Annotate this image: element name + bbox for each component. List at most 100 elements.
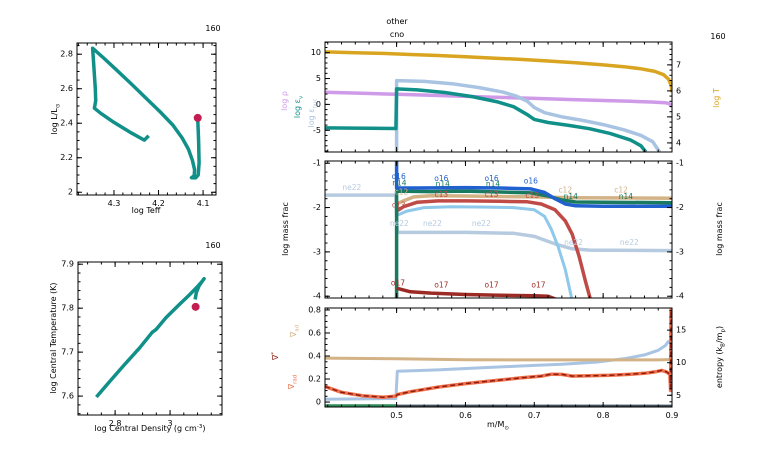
tick-label: 4.1 — [197, 199, 210, 208]
tick-label: 4.2 — [152, 199, 165, 208]
series-grad-ad — [325, 356, 672, 362]
iso-label-o16: o16 — [392, 172, 406, 181]
iso-label-ne22: ne22 — [342, 183, 361, 192]
series-grad-rad — [325, 308, 672, 399]
series-hr-track — [90, 46, 201, 180]
iso-label-n14: n14 — [436, 180, 451, 189]
tick-label: 2.4 — [60, 119, 73, 128]
hr-model-number: 160 — [205, 24, 220, 33]
iso-label-o17: o17 — [391, 279, 405, 288]
log-T-axis-label: log T — [712, 88, 721, 108]
tick-label: 2.6 — [60, 84, 73, 93]
iso-label-o17: o17 — [531, 280, 545, 289]
tick-label: 0 — [316, 398, 321, 407]
tick-label: 10 — [676, 358, 686, 367]
tick-label: -1 — [313, 159, 321, 168]
grad-actual-axis-label: ∇* — [271, 352, 280, 361]
series-o18 — [396, 205, 574, 298]
log-eps-nuc-axis-label: log εnuc — [307, 98, 319, 127]
iso-label-ne22: ne22 — [620, 238, 639, 247]
tick-label: 7.9 — [61, 260, 74, 269]
tick-label: -3 — [313, 247, 321, 256]
current-model-dot — [191, 302, 200, 311]
grad-ad-axis-label: ∇ad — [289, 325, 301, 338]
central-trho-chart: 2.8 3 7.6 7.7 7.8 7.9 log Central Density (g c… — [49, 241, 223, 433]
central-trho-frame — [77, 261, 223, 416]
series-log-eps-nu — [325, 87, 648, 152]
central-trho-ticks — [78, 262, 222, 415]
tick-label: 0.6 — [459, 411, 472, 420]
iso-label-ne22: ne22 — [472, 219, 491, 228]
profile-power-ticks — [325, 41, 673, 152]
hr-ylabel: log L/L⊙ — [50, 104, 62, 135]
hr-diagram-ticks — [77, 43, 216, 195]
log-eps-nu-axis-label: log εν — [293, 96, 305, 118]
abund-ylabel-right: log mass frac — [715, 202, 724, 256]
hr-xlabel: log Teff — [132, 206, 161, 215]
mass-xlabel: m/M⊙ — [487, 420, 509, 432]
iso-label-c12: c12 — [558, 185, 572, 194]
grad-rad-axis-label: ∇rad — [287, 375, 299, 390]
iso-label-o16: o16 — [485, 174, 499, 183]
log-rho-axis-label: log ρ — [280, 91, 289, 111]
tick-label: -3 — [676, 247, 684, 256]
series-log-eps-nuc — [394, 78, 662, 152]
iso-label-n14: n14 — [564, 192, 579, 201]
trho-model-number: 160 — [205, 241, 220, 250]
tick-label: 5 — [676, 112, 681, 121]
iso-label-c13: c13 — [435, 190, 449, 199]
tick-label: 4 — [676, 138, 681, 147]
iso-label-c12: c12 — [614, 185, 628, 194]
entropy-axis-label: entropy (kB/mp) — [715, 326, 727, 388]
tick-label: 4.3 — [108, 199, 121, 208]
tick-label: 3 — [168, 419, 173, 428]
tick-label: 7.6 — [61, 392, 74, 401]
tick-label: 6 — [676, 86, 681, 95]
profile-gradients-entropy-ticks — [325, 308, 673, 407]
burn-zone-label-cno: cno — [390, 30, 404, 39]
tick-label: -1 — [676, 159, 684, 168]
iso-label-o17: o17 — [434, 280, 448, 289]
profile-gradients-entropy-frame — [324, 307, 673, 408]
tick-label: 0 — [316, 100, 321, 109]
abund-ylabel-left: log mass frac — [281, 202, 290, 256]
iso-label-n14: n14 — [619, 192, 634, 201]
series-entropy — [325, 339, 671, 401]
burn-zone-label-other: other — [386, 17, 408, 26]
iso-label-n14: n14 — [486, 180, 501, 189]
iso-label-ne22: ne22 — [423, 219, 442, 228]
hr-diagram-chart: 4.3 4.2 4.1 2 2.2 2.4 2.6 2.8 log Teff log L/L⊙ 16… — [50, 24, 221, 215]
iso-label-o17: o17 — [485, 280, 499, 289]
iso-label-c13: c13 — [392, 201, 406, 210]
current-model-dot — [193, 113, 202, 122]
trho-ylabel: log Central Temperature (K) — [49, 282, 58, 393]
tick-label: 0.6 — [308, 328, 321, 337]
profile-abundances-ticks — [325, 161, 673, 298]
tick-label: 0.2 — [308, 375, 321, 384]
iso-label-ne22: ne22 — [390, 219, 409, 228]
tick-label: 7.8 — [61, 304, 74, 313]
iso-label-o16: o16 — [524, 177, 538, 186]
iso-label-ne22: ne22 — [564, 238, 583, 247]
iso-label-o16: o16 — [434, 174, 448, 183]
trho-xlabel: log Central Density (g cm-3) — [95, 424, 206, 433]
iso-label-n14: n14 — [392, 178, 407, 187]
tick-label: 0.8 — [308, 305, 321, 314]
profile-abundances-frame — [324, 160, 673, 299]
tick-label: 7 — [676, 60, 681, 69]
tick-label: 2.2 — [60, 153, 73, 162]
tick-label: -4 — [313, 292, 321, 301]
tick-label: 2.8 — [109, 419, 122, 428]
hr-diagram-frame — [76, 42, 217, 196]
tick-label: -2 — [676, 203, 684, 212]
series-log-rho — [325, 90, 672, 108]
profile-gradients-entropy-chart: 0.5 0.6 0.7 0.8 0.9 0 0.2 0.4 0.6 0.8 5 10 15 ∇ad ∇* ∇r… — [271, 305, 727, 431]
tick-label: 2.8 — [60, 50, 73, 59]
series-c12 — [395, 194, 672, 206]
tick-label: 2 — [68, 188, 73, 197]
profile-model-number: 160 — [710, 32, 725, 41]
series-o16 — [394, 161, 672, 208]
profile-power-frame — [324, 41, 673, 153]
tick-label: 15 — [676, 326, 686, 335]
